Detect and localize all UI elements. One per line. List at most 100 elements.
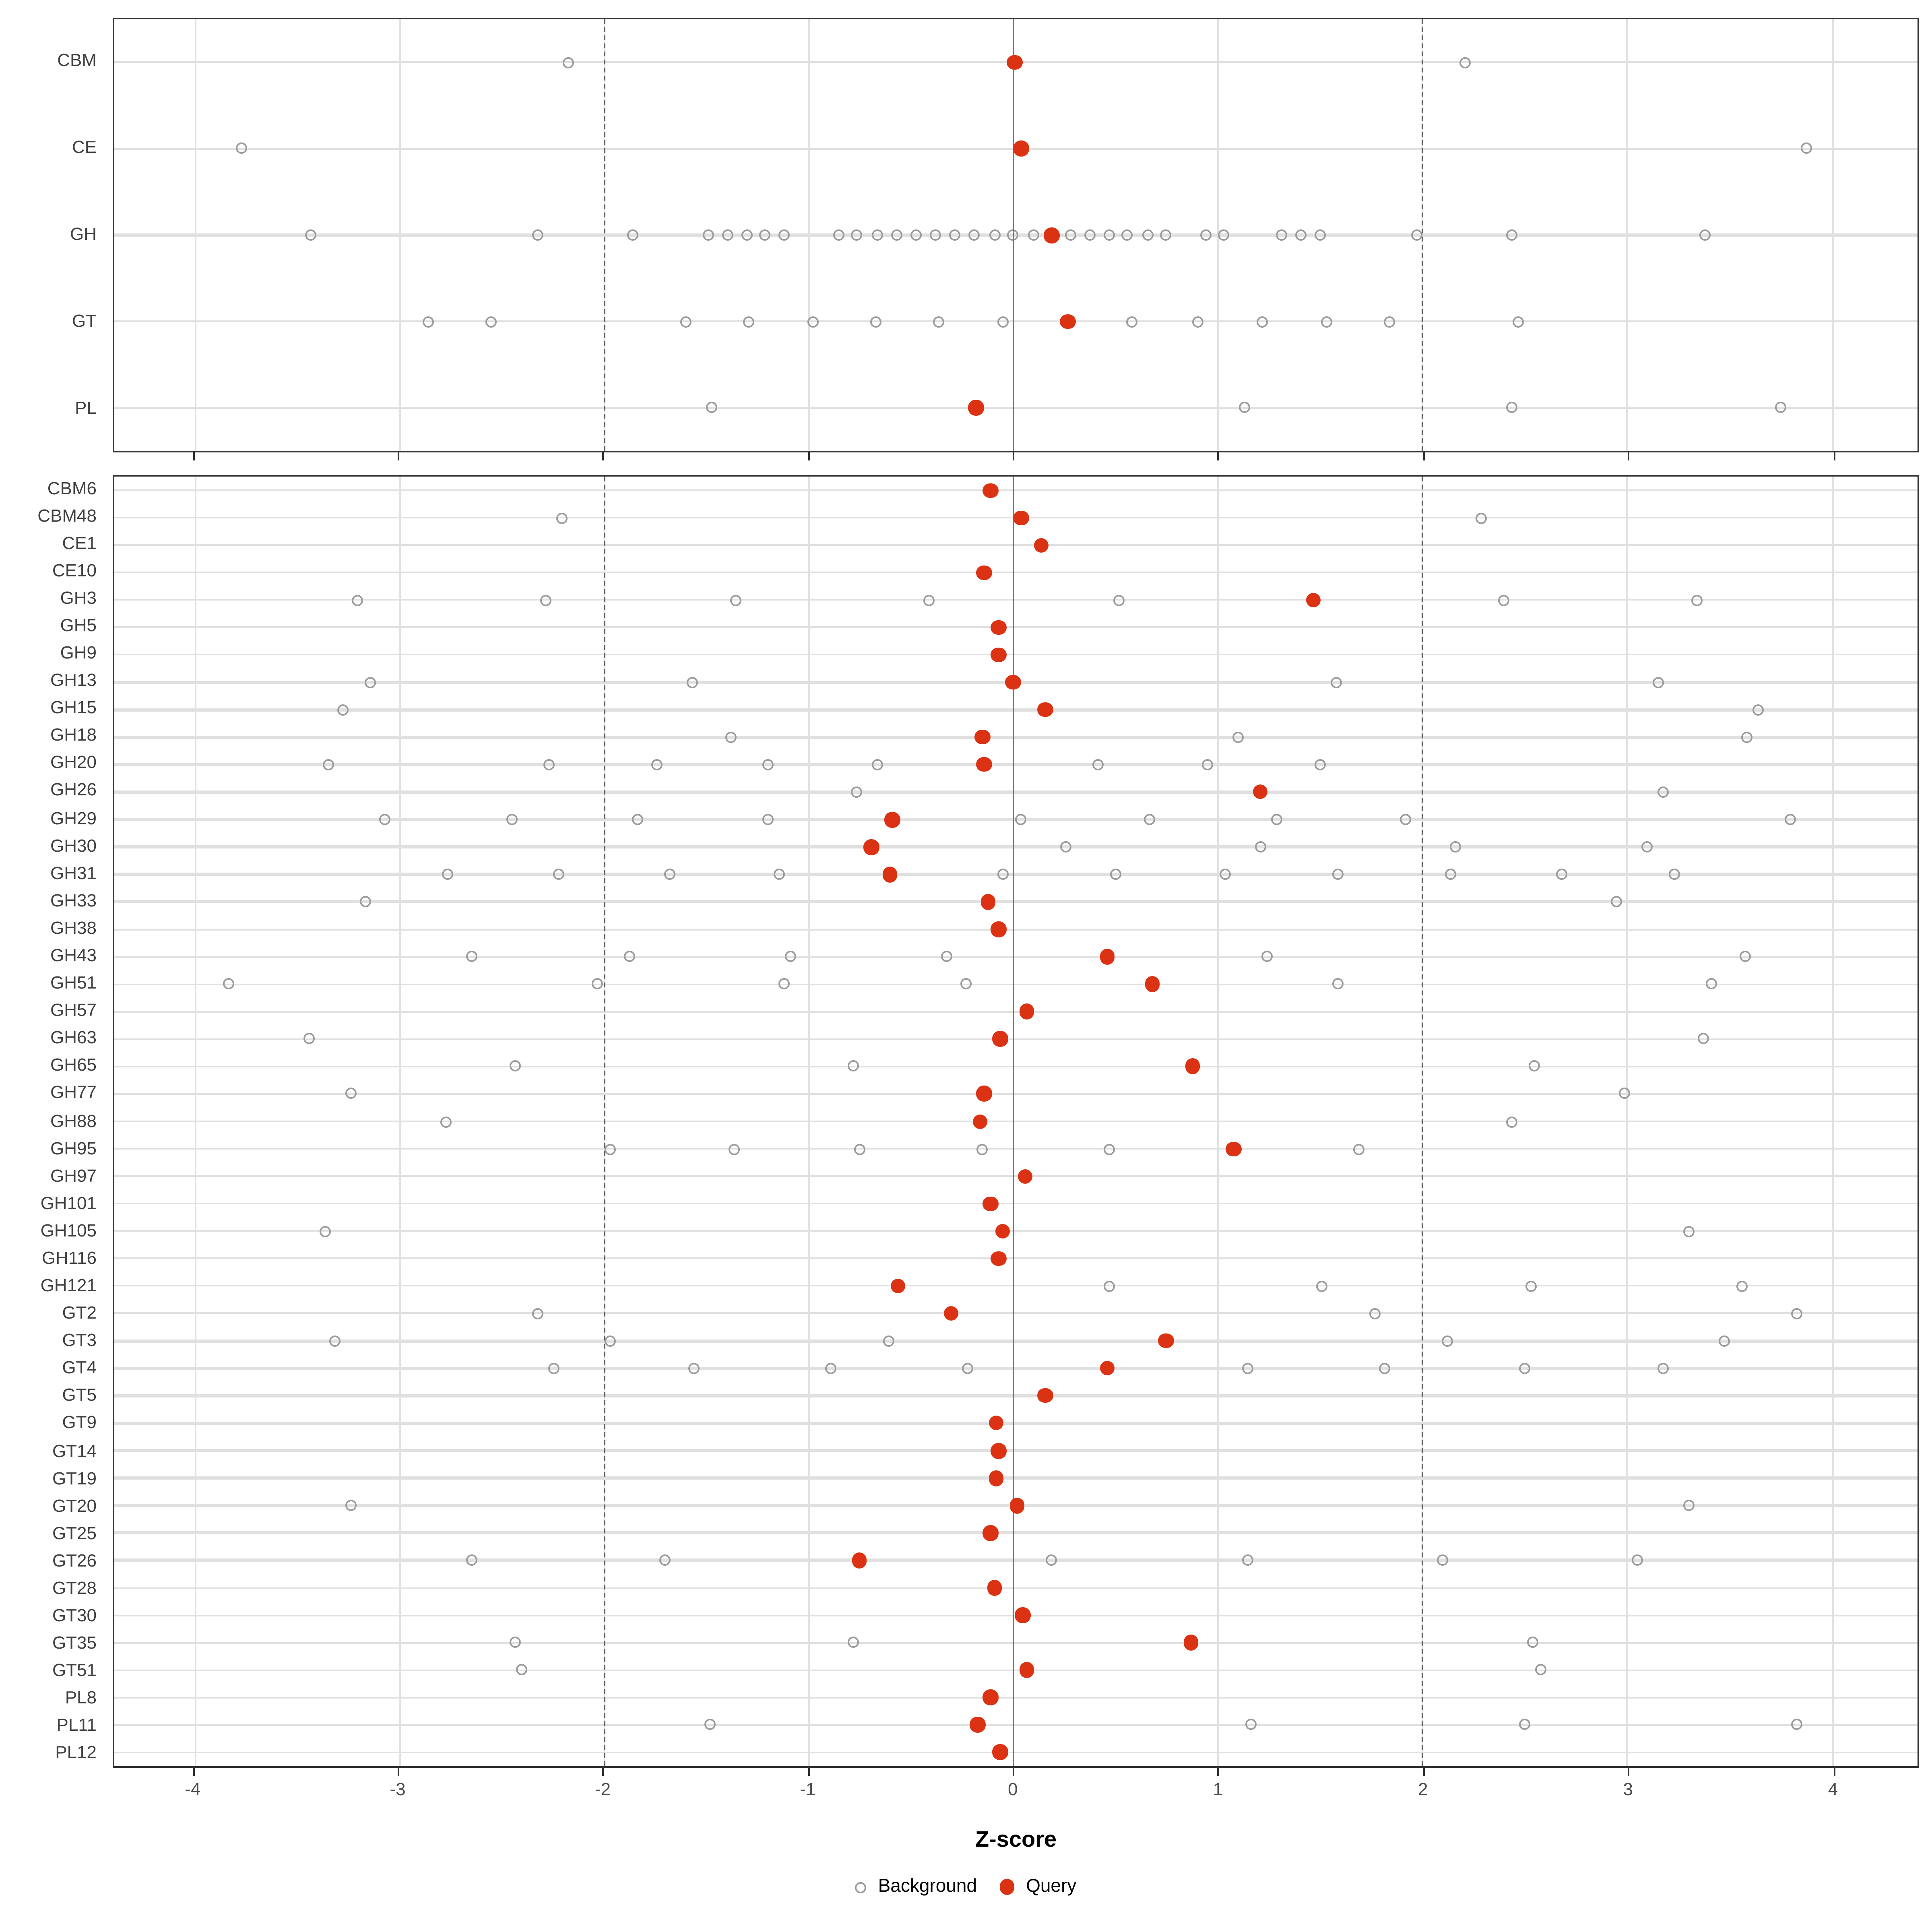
query-point [970,1717,986,1733]
background-point [1690,594,1702,606]
row-gridline [114,708,1918,711]
row-gridline [114,956,1918,958]
row-gridline [114,320,1918,323]
background-point [1742,731,1753,743]
background-point [1801,143,1813,155]
background-point [1507,1116,1518,1127]
row-gridline [114,599,1918,601]
background-point [223,978,235,990]
row-label-GT9: GT9 [62,1414,97,1434]
row-gridline [114,1257,1918,1260]
background-point [1314,229,1326,241]
row-label-CE: CE [72,138,97,158]
row-gridline [114,1532,1918,1534]
row-label-GT2: GT2 [62,1304,97,1324]
background-point [1529,1061,1541,1072]
row-gridline [114,1559,1918,1562]
x-tick-label: 4 [1828,1781,1838,1800]
query-point [1009,1498,1025,1513]
query-point [993,1031,1008,1047]
query-point [1185,1059,1201,1074]
background-point [1719,1335,1731,1347]
background-point [549,1362,560,1374]
background-point [1519,1362,1530,1374]
x-tick-label: 3 [1623,1781,1633,1800]
row-label-GH77: GH77 [50,1084,97,1104]
query-point [1038,1388,1053,1404]
background-point [1320,316,1332,327]
axis-tick-mark [603,452,605,460]
query-point [991,647,1006,663]
row-label-GH26: GH26 [50,781,97,801]
background-point [1243,1362,1254,1374]
row-gridline [114,544,1918,547]
panel-families [113,18,1919,452]
background-point [1507,229,1518,241]
background-point [1220,869,1232,880]
query-point [1034,537,1049,553]
axis-tick-mark [807,1768,809,1776]
background-point [532,229,544,241]
background-point [1668,869,1680,880]
row-label-GT51: GT51 [52,1662,97,1681]
query-point [989,1470,1004,1486]
row-gridline [114,407,1918,409]
background-point [686,677,697,688]
background-point [847,1637,859,1649]
background-point [1437,1554,1449,1566]
background-point [563,57,574,68]
query-point [882,867,898,882]
background-point [1658,1362,1670,1374]
background-point [1126,316,1137,327]
background-point [762,814,773,826]
row-label-GH105: GH105 [40,1222,97,1241]
background-point [510,1061,521,1072]
background-point [1142,229,1154,241]
background-point [688,1362,700,1374]
background-point [1476,512,1487,524]
query-point [1013,510,1029,526]
background-point [997,316,1008,327]
background-point [1330,677,1342,688]
query-point [1017,1168,1033,1184]
row-label-GT30: GT30 [52,1607,97,1627]
row-label-GH101: GH101 [40,1194,97,1214]
row-label-GH57: GH57 [50,1001,97,1021]
row-label-CE1: CE1 [62,534,97,553]
zero-reference-line [1013,477,1015,1766]
legend: Background Query [0,1877,1932,1897]
background-point [1232,731,1244,743]
x-tick-label: 1 [1213,1781,1223,1800]
background-point [1410,229,1422,241]
background-point [1238,402,1250,413]
background-point [1498,594,1510,606]
background-point [890,229,902,241]
background-point [516,1664,527,1676]
axis-tick-mark [1423,452,1425,460]
background-point [784,951,796,962]
axis-tick-mark [192,1768,194,1776]
background-point [724,731,736,743]
row-label-GH: GH [70,225,97,245]
background-point [704,1719,716,1731]
background-point [1705,978,1717,990]
axis-tick-mark [1218,452,1220,460]
row-label-GT25: GT25 [52,1524,97,1544]
background-point [592,978,603,990]
background-point [440,1116,452,1127]
legend-item-query: Query [999,1877,1076,1897]
query-point [968,400,984,415]
axis-tick-mark [398,1768,400,1776]
query-point [1019,1662,1035,1678]
query-point [1060,314,1076,329]
row-label-GT5: GT5 [62,1387,97,1406]
background-point [762,759,773,770]
query-point [989,1415,1004,1431]
row-label-GH51: GH51 [50,974,97,994]
background-point [1611,896,1622,908]
background-point [1791,1719,1802,1731]
background-point [1314,759,1326,770]
row-gridline [114,1010,1918,1013]
background-point [1243,1554,1254,1566]
